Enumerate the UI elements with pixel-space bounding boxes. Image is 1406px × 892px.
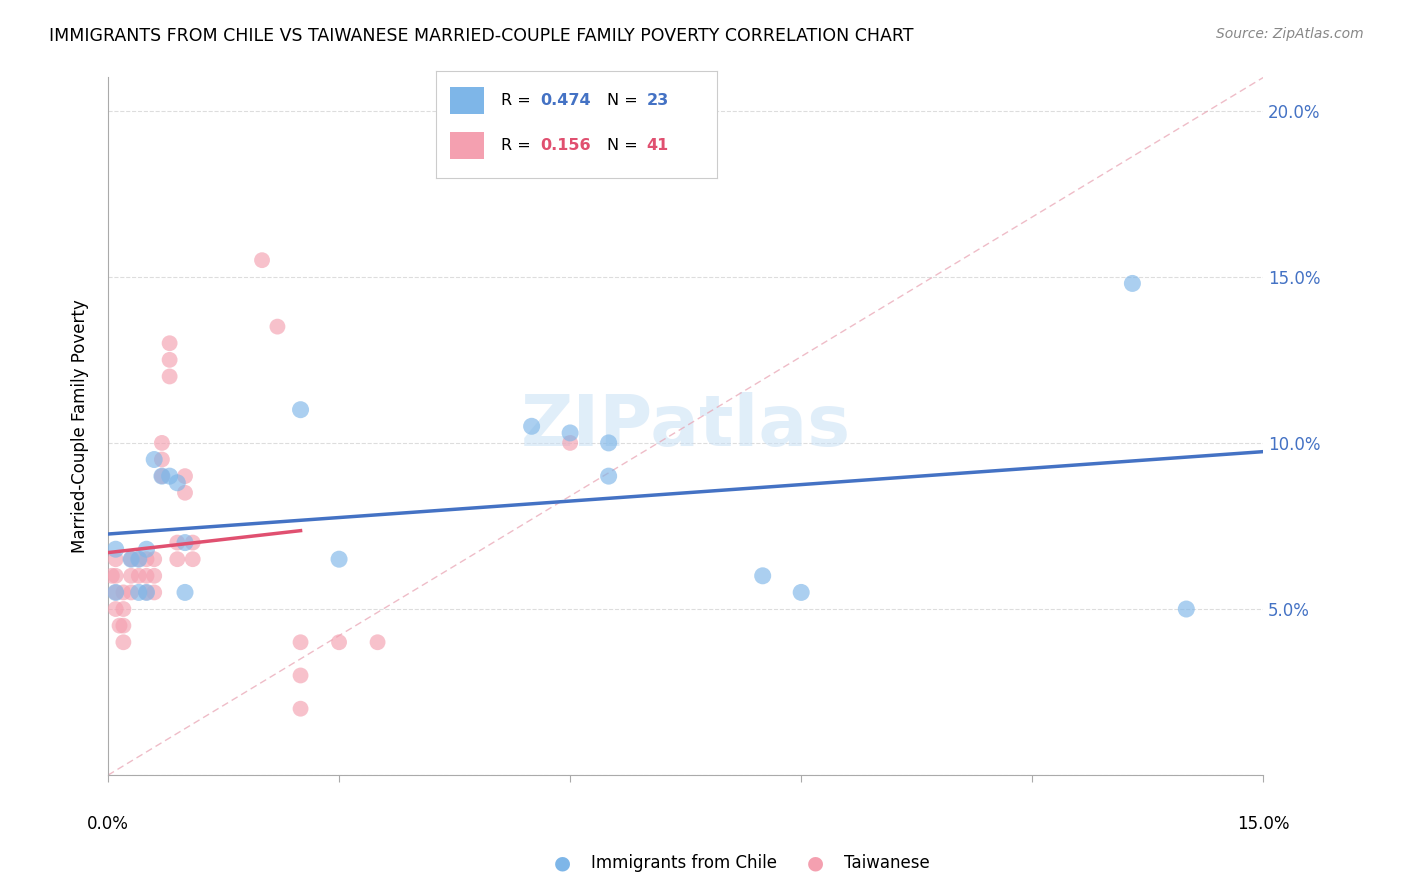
- Point: [181, 552, 204, 566]
- Point: [520, 419, 543, 434]
- Point: [108, 618, 131, 632]
- Point: [135, 542, 157, 557]
- Point: [150, 436, 173, 450]
- Point: [159, 369, 181, 384]
- Point: [166, 552, 188, 566]
- Point: [558, 425, 581, 440]
- Text: Taiwanese: Taiwanese: [844, 855, 929, 872]
- Point: [598, 436, 620, 450]
- Text: R =: R =: [501, 138, 536, 153]
- Point: [328, 552, 350, 566]
- Point: [174, 485, 197, 500]
- Point: [104, 552, 127, 566]
- Point: [159, 336, 181, 351]
- Point: [250, 253, 273, 268]
- Point: [135, 585, 157, 599]
- Point: [159, 469, 181, 483]
- Point: [290, 668, 312, 682]
- Point: [128, 552, 150, 566]
- Point: [174, 469, 197, 483]
- Text: ●: ●: [807, 854, 824, 872]
- Point: [128, 552, 150, 566]
- Text: 23: 23: [647, 94, 669, 108]
- Point: [112, 602, 135, 616]
- Point: [1121, 277, 1143, 291]
- Point: [150, 469, 173, 483]
- Point: [790, 585, 813, 599]
- Point: [159, 352, 181, 367]
- Point: [104, 602, 127, 616]
- Point: [120, 585, 142, 599]
- Point: [104, 542, 127, 557]
- Point: [328, 635, 350, 649]
- Point: [174, 585, 197, 599]
- Point: [751, 569, 773, 583]
- Point: [135, 585, 157, 599]
- Point: [128, 585, 150, 599]
- Bar: [450, 132, 484, 159]
- Point: [150, 452, 173, 467]
- Point: [128, 569, 150, 583]
- Point: [598, 469, 620, 483]
- Point: [135, 569, 157, 583]
- Text: Source: ZipAtlas.com: Source: ZipAtlas.com: [1216, 27, 1364, 41]
- Text: N =: N =: [607, 94, 644, 108]
- Point: [166, 535, 188, 549]
- Text: ●: ●: [554, 854, 571, 872]
- Point: [150, 469, 173, 483]
- Point: [266, 319, 288, 334]
- Text: 0.0%: 0.0%: [87, 815, 129, 833]
- Text: Immigrants from Chile: Immigrants from Chile: [591, 855, 776, 872]
- Point: [143, 452, 166, 467]
- Point: [112, 585, 135, 599]
- Point: [135, 552, 157, 566]
- Point: [120, 552, 142, 566]
- Point: [112, 635, 135, 649]
- Point: [143, 585, 166, 599]
- Point: [290, 635, 312, 649]
- Point: [558, 436, 581, 450]
- Y-axis label: Married-Couple Family Poverty: Married-Couple Family Poverty: [72, 300, 89, 553]
- Point: [120, 552, 142, 566]
- Point: [1175, 602, 1198, 616]
- Text: IMMIGRANTS FROM CHILE VS TAIWANESE MARRIED-COUPLE FAMILY POVERTY CORRELATION CHA: IMMIGRANTS FROM CHILE VS TAIWANESE MARRI…: [49, 27, 914, 45]
- Text: 0.474: 0.474: [540, 94, 591, 108]
- Point: [104, 569, 127, 583]
- Point: [166, 475, 188, 490]
- Point: [181, 535, 204, 549]
- Point: [143, 569, 166, 583]
- Point: [290, 702, 312, 716]
- Point: [290, 402, 312, 417]
- Text: N =: N =: [607, 138, 644, 153]
- Text: R =: R =: [501, 94, 536, 108]
- Text: 41: 41: [647, 138, 669, 153]
- Point: [120, 569, 142, 583]
- Point: [101, 569, 124, 583]
- Bar: [450, 87, 484, 114]
- Point: [174, 535, 197, 549]
- Point: [104, 585, 127, 599]
- Point: [104, 585, 127, 599]
- Text: ZIPatlas: ZIPatlas: [520, 392, 851, 461]
- Point: [143, 552, 166, 566]
- Point: [112, 618, 135, 632]
- Text: 0.156: 0.156: [540, 138, 591, 153]
- Point: [367, 635, 389, 649]
- Text: 15.0%: 15.0%: [1237, 815, 1289, 833]
